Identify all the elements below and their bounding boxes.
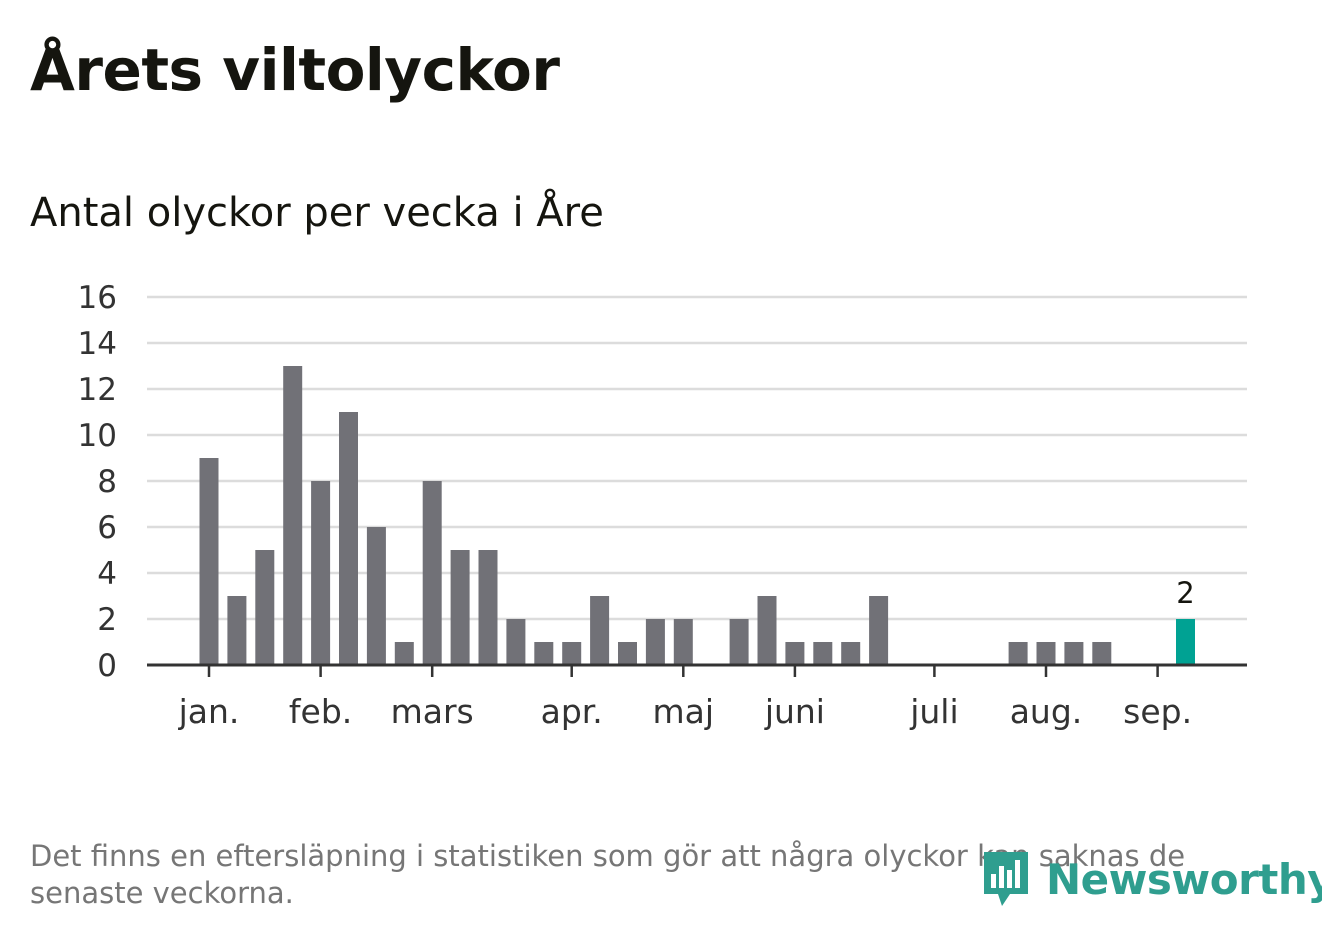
- bar: [478, 550, 498, 665]
- newsworthy-bars-logo-icon: [984, 852, 1028, 906]
- newsworthy-logo: Newsworthy: [980, 846, 1322, 912]
- bar: [1036, 642, 1056, 665]
- bar: [618, 642, 637, 665]
- bar: [339, 412, 358, 665]
- y-tick-label: 4: [97, 556, 117, 592]
- bar: [394, 642, 414, 665]
- y-tick-label: 2: [97, 602, 117, 638]
- bar: [1064, 642, 1084, 665]
- y-tick-label: 14: [78, 326, 117, 362]
- y-tick-label: 12: [78, 372, 117, 408]
- bar: [729, 619, 749, 665]
- bar: [227, 596, 247, 665]
- logo-text: Newsworthy: [1046, 854, 1322, 904]
- x-tick-label: apr.: [541, 692, 603, 731]
- x-tick-label: mars: [391, 692, 474, 731]
- data-label: 2: [1176, 576, 1194, 610]
- chart-title: Årets viltolyckor: [30, 36, 560, 104]
- bar: [450, 550, 470, 665]
- bar: [1008, 642, 1028, 665]
- y-tick-label: 8: [97, 464, 117, 500]
- bar: [785, 642, 805, 665]
- bar: [534, 642, 554, 665]
- x-tick-label: aug.: [1010, 692, 1083, 731]
- bar: [255, 550, 275, 665]
- bar: [869, 596, 889, 665]
- bar: [422, 481, 442, 665]
- y-tick-label: 6: [97, 510, 117, 546]
- x-tick-label: sep.: [1123, 692, 1192, 731]
- y-tick-label: 16: [78, 280, 117, 316]
- bar: [1092, 642, 1112, 665]
- bar: [673, 619, 693, 665]
- bar: [311, 481, 331, 665]
- bar: [366, 527, 386, 665]
- bar: [813, 642, 833, 665]
- bar: [199, 458, 219, 665]
- bar: [506, 619, 526, 665]
- y-tick-label: 10: [78, 418, 117, 454]
- highlight-bar: [1176, 619, 1195, 665]
- x-tick-label: jan.: [178, 692, 240, 731]
- bar: [283, 366, 303, 665]
- bar: [645, 619, 665, 665]
- bar: [562, 642, 582, 665]
- y-tick-label: 0: [97, 648, 117, 684]
- bar: [841, 642, 861, 665]
- x-tick-label: feb.: [289, 692, 352, 731]
- chart-subtitle: Antal olyckor per vecka i Åre: [30, 190, 604, 236]
- x-tick-label: maj: [653, 692, 715, 731]
- bar: [590, 596, 610, 665]
- bar: [757, 596, 777, 665]
- x-tick-label: juni: [764, 692, 825, 731]
- x-tick-label: juli: [909, 692, 958, 731]
